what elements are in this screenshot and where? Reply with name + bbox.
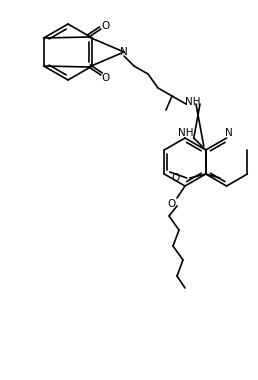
Text: N: N — [225, 128, 232, 138]
Text: O: O — [172, 173, 180, 183]
Text: O: O — [102, 21, 110, 31]
Text: O: O — [102, 73, 110, 83]
Text: N: N — [120, 47, 128, 57]
Text: NH: NH — [185, 97, 201, 107]
Text: O: O — [168, 199, 176, 209]
Text: NH: NH — [178, 128, 194, 138]
